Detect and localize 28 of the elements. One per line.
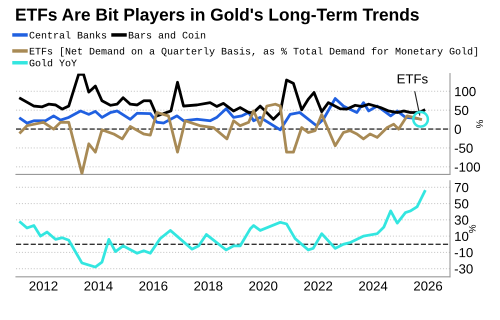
annotation: ETFs xyxy=(398,74,428,84)
legend-label: ETFs [Net Demand on a Quarterly Basis, as % Total Demand for Monetary Gold] xyxy=(30,47,478,57)
x-tick-label: 2022 xyxy=(304,281,332,291)
x-tick-label: 2012 xyxy=(29,281,58,291)
legend-label: Bars and Coin xyxy=(128,31,206,39)
y-tick-label: -50 xyxy=(454,144,473,153)
y-tick-label: -30 xyxy=(454,264,473,274)
line-series xyxy=(19,190,426,268)
x-tick-label: 2018 xyxy=(194,281,222,291)
y-tick-label: 100 xyxy=(455,86,476,96)
x-tick-label: 2020 xyxy=(249,281,278,291)
y-tick-label: 50 xyxy=(454,106,468,116)
y-tick-label: 50 xyxy=(454,199,468,208)
x-tick-label: 2014 xyxy=(84,281,113,291)
x-tick-label: 2024 xyxy=(359,281,388,291)
y-tick-label: -10 xyxy=(454,248,473,258)
y-axis-title: % xyxy=(468,224,476,233)
y-axis-title: % xyxy=(476,120,484,128)
y-tick-label: -100 xyxy=(454,162,480,172)
x-tick-label: 2016 xyxy=(139,281,168,291)
y-tick-label: 10 xyxy=(455,232,468,242)
chart-title: ETFs Are Bit Players in Gold's Long-Term Trends xyxy=(16,8,419,24)
y-tick-label: 0 xyxy=(454,124,461,134)
x-tick-label: 2026 xyxy=(414,281,442,291)
y-tick-label: 70 xyxy=(454,182,468,192)
legend-label: Central Banks xyxy=(30,31,106,39)
legend-label: Gold YoY xyxy=(30,59,77,66)
y-tick-label: 30 xyxy=(454,215,468,225)
